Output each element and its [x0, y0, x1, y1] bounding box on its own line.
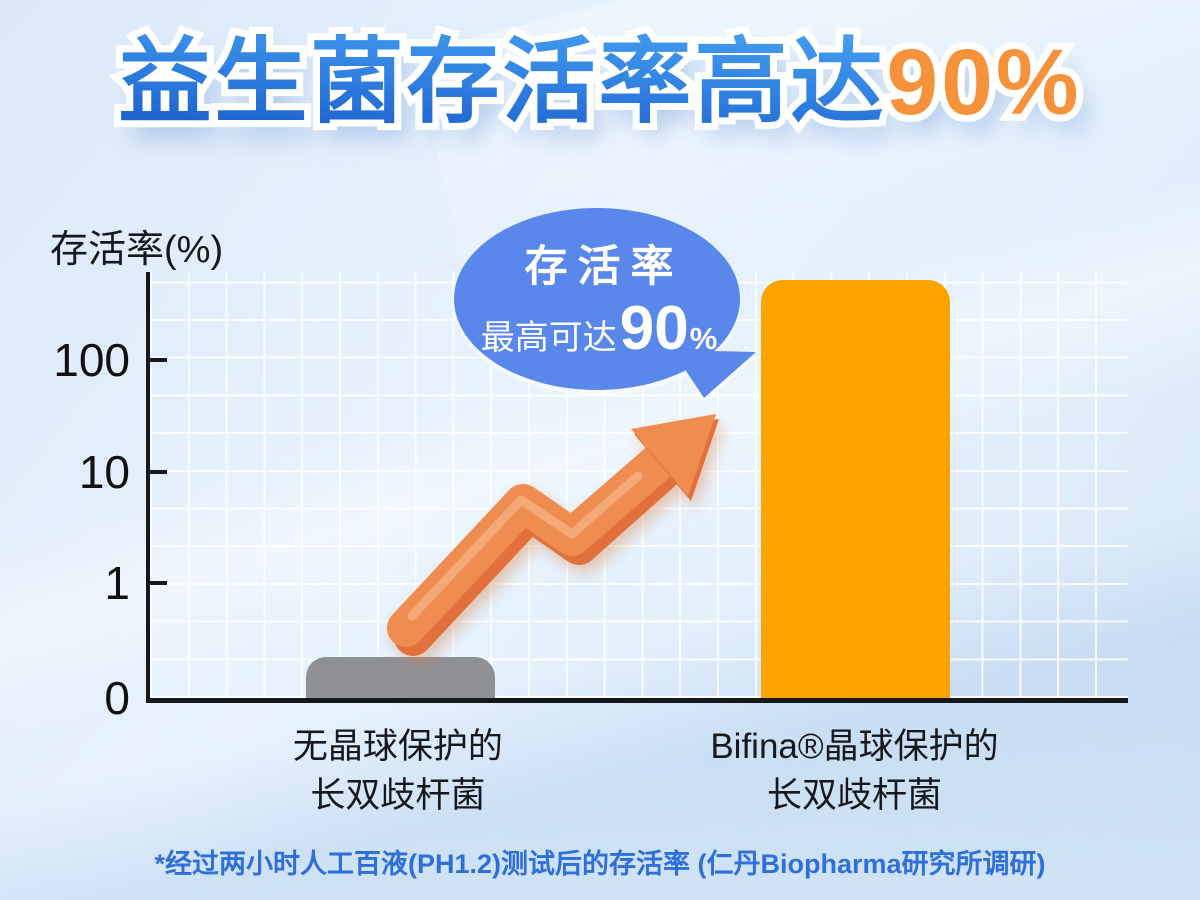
- bubble-line2-value: 90: [619, 294, 689, 363]
- footnote: *经过两小时人工百液(PH1.2)测试后的存活率 (仁丹Biopharma研究所…: [154, 849, 1046, 879]
- arrow-head: [631, 414, 716, 496]
- title-orange-outline: 90%: [879, 23, 1085, 141]
- category-label-bifina-protected-bacteria: Bifina®晶球保护的 长双歧杆菌: [710, 722, 998, 820]
- bubble-line2-suffix: %: [689, 321, 718, 356]
- y-tick-label-0: 0: [104, 672, 130, 724]
- speech-bubble-text: 存活率 最高可达 90 %: [455, 232, 743, 360]
- category-label-line: 长双歧杆菌: [766, 776, 942, 815]
- category-label-line: 长双歧杆菌: [310, 776, 486, 815]
- bubble-line1: 存活率: [524, 243, 684, 291]
- page-title-outline: 益生菌存活率高达90%: [0, 23, 1200, 141]
- bar-bifina-protected-bacteria: [761, 280, 950, 698]
- bubble-line2-prefix: 最高可达: [480, 319, 617, 357]
- category-label-unprotected-bacteria: 无晶球保护的 长双歧杆菌: [293, 722, 503, 820]
- bubble-line2: 最高可达 90 %: [455, 298, 743, 360]
- speech-bubble-body: [454, 208, 740, 390]
- y-axis-title: 存活率(%): [50, 229, 224, 271]
- y-tick-mark-10: [150, 469, 167, 474]
- category-label-line: 无晶球保护的: [292, 727, 503, 766]
- page-title-text: 益生菌存活率高达90%: [0, 30, 1200, 134]
- bar-unprotected-bacteria: [306, 656, 496, 698]
- plot-area: 100 10 1 0: [53, 272, 1128, 721]
- title-orange-text: 90%: [886, 30, 1082, 134]
- y-tick-mark-1: [150, 581, 167, 586]
- y-tick-mark-100: [150, 358, 167, 363]
- growth-arrow-icon: [387, 414, 719, 656]
- y-tick-label-100: 100: [53, 334, 130, 387]
- arrow-highlight: [407, 471, 643, 621]
- page-title: 益生菌存活率高达90% 益生菌存活率高达90%: [0, 23, 1200, 141]
- y-tick-label-10: 10: [78, 445, 130, 498]
- y-tick-label-1: 1: [104, 557, 130, 610]
- category-label-line: Bifina®晶球保护的: [710, 727, 999, 766]
- title-blue-text: 益生菌存活率高达: [118, 30, 887, 134]
- category-labels: 无晶球保护的 长双歧杆菌 Bifina®晶球保护的 长双歧杆菌: [0, 722, 1200, 832]
- speech-bubble: [454, 208, 756, 398]
- title-blue-outline: 益生菌存活率高达: [111, 23, 890, 141]
